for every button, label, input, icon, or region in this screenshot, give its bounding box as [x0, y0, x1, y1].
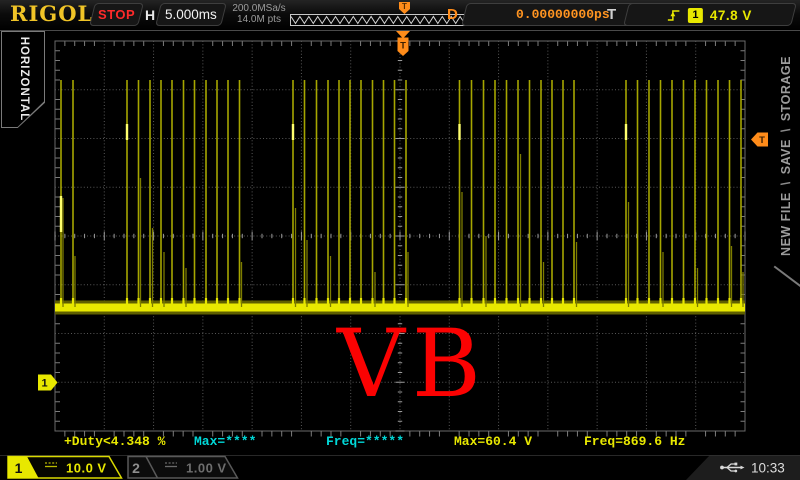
- channel2-scale: 1.00 V: [186, 461, 227, 476]
- delay-label: D: [447, 6, 458, 23]
- trigger-position-marker[interactable]: [396, 31, 410, 39]
- channel2-badge[interactable]: 2 1.00 V: [127, 455, 239, 479]
- measurement-duty: +Duty<4.348 %: [64, 434, 166, 449]
- acquisition-info: 200.0MSa/s 14.0M pts: [227, 3, 291, 25]
- divider: [0, 455, 800, 456]
- memory-depth: 14.0M pts: [237, 14, 281, 25]
- svg-text:1: 1: [41, 378, 47, 390]
- channel-status-bar: 1 10.0 V 2 1.00 V: [0, 455, 800, 480]
- svg-text:T: T: [759, 135, 765, 146]
- trigger-label: T: [607, 6, 617, 23]
- channel2-number: 2: [132, 460, 140, 476]
- measurement-freq: Freq=869.6 Hz: [584, 434, 686, 449]
- clock: 10:33: [751, 461, 785, 476]
- rising-edge-icon: [668, 9, 680, 21]
- dc-coupling-icon: [45, 462, 57, 468]
- trigger-badge[interactable]: 1 47.8 V: [623, 3, 797, 26]
- sample-rate: 200.0MSa/s: [232, 3, 286, 14]
- channel1-number-wedge: [8, 456, 39, 478]
- svg-text:T: T: [400, 41, 406, 52]
- dc-coupling-icon: [165, 462, 177, 468]
- channel1-position-marker[interactable]: [38, 374, 58, 391]
- channel1-badge[interactable]: 1 10.0 V: [7, 455, 123, 479]
- channel1-scale: 10.0 V: [66, 461, 107, 476]
- measurement-max: Max=60.4 V: [454, 434, 533, 449]
- horizontal-scale-label: H: [145, 7, 156, 23]
- top-status-bar: RIGOL STOP H 5.000ms 200.0MSa/s 14.0M pt…: [0, 0, 800, 31]
- brand-logo: RIGOL: [10, 1, 94, 26]
- usb-icon: [720, 462, 745, 473]
- channel2-number-wedge: [145, 456, 159, 479]
- trigger-level-marker[interactable]: [751, 132, 768, 147]
- channel1-number: 1: [15, 460, 23, 476]
- tab-horizontal-menu[interactable]: HORIZONTAL: [1, 31, 45, 128]
- trigger-position-mini-marker[interactable]: T: [399, 2, 410, 14]
- watermark: VB: [337, 310, 488, 419]
- measurement-freq-inv: Freq=*****: [326, 434, 405, 449]
- measurement-max-inv: Max=****: [194, 434, 257, 449]
